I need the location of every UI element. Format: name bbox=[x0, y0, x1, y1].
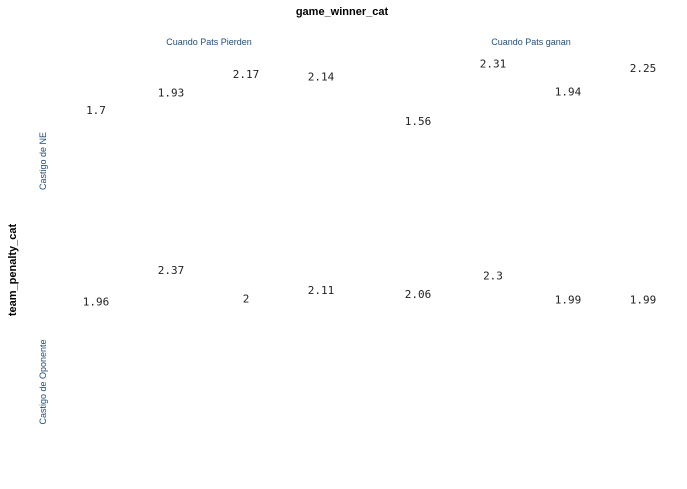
value-label: 2.25 bbox=[630, 62, 657, 75]
value-label: 2.17 bbox=[233, 68, 260, 81]
value-label: 1.99 bbox=[630, 293, 657, 306]
col-facet-label-0: Cuando Pats Pierden bbox=[166, 37, 252, 47]
row-facet-title: team_penalty_cat bbox=[7, 224, 19, 317]
value-label: 2.11 bbox=[308, 284, 335, 297]
value-label: 2.31 bbox=[480, 57, 507, 70]
value-label: 2.14 bbox=[308, 70, 335, 83]
col-facet-title: game_winner_cat bbox=[296, 6, 389, 18]
value-label: 1.7 bbox=[86, 104, 106, 117]
value-label: 1.93 bbox=[158, 87, 185, 100]
value-label: 1.94 bbox=[555, 86, 582, 99]
value-label: 1.56 bbox=[405, 115, 432, 128]
value-labels: 1.7 1.93 2.17 2.14 1.56 2.31 1.94 2.25 1.96 2.37 2… bbox=[83, 57, 657, 308]
value-label: 2.37 bbox=[158, 264, 185, 277]
value-label: 2.06 bbox=[405, 288, 432, 301]
value-label: 2.3 bbox=[483, 269, 503, 282]
value-label: 1.96 bbox=[83, 296, 110, 309]
value-label: 2 bbox=[243, 293, 250, 306]
col-facet-label-1: Cuando Pats ganan bbox=[491, 37, 571, 47]
row-facet-label-1: Castigo de Oponente bbox=[38, 339, 48, 424]
row-facet-label-0: Castigo de NE bbox=[38, 132, 48, 190]
value-label: 1.99 bbox=[555, 293, 582, 306]
